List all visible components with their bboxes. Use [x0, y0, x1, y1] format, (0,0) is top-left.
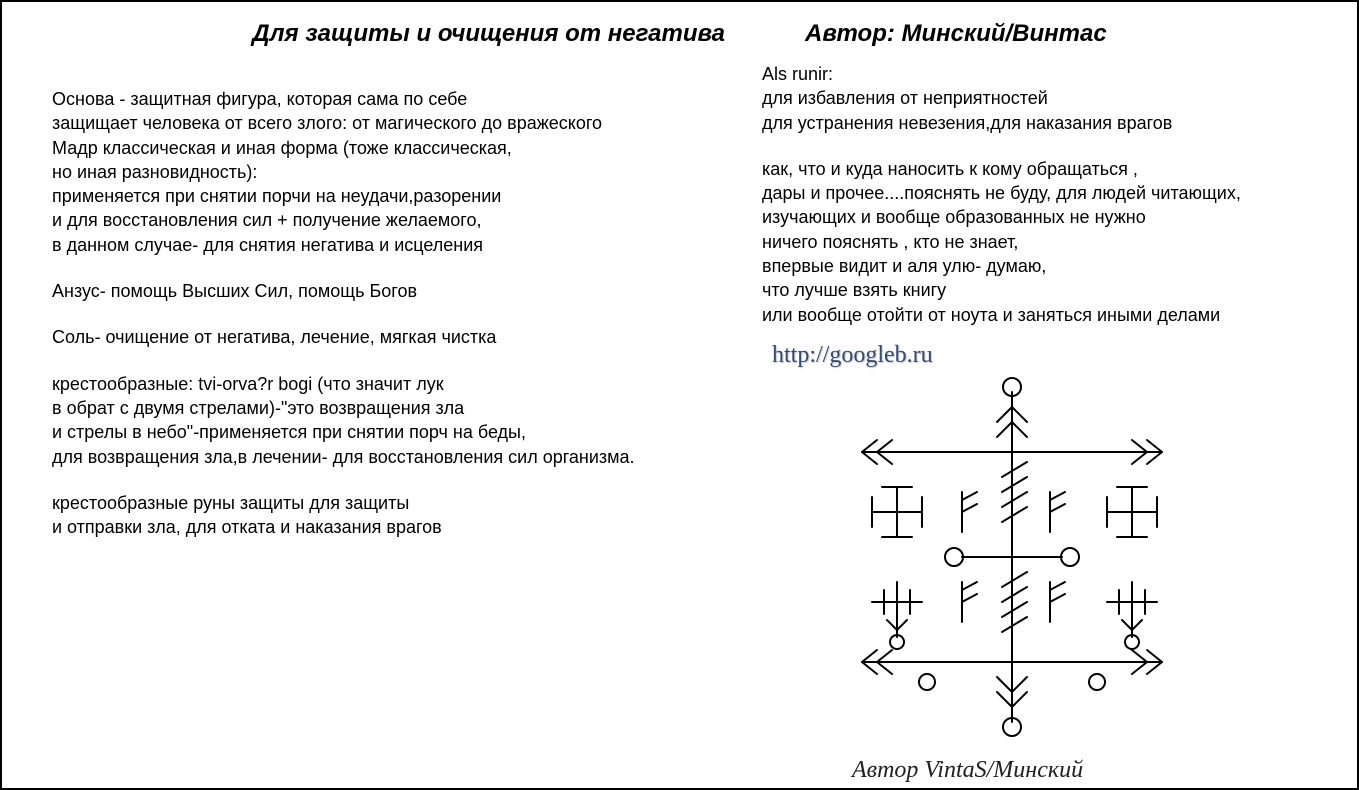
body-text: как, что и куда наносить к кому обращать…	[762, 157, 1337, 181]
body-text: для возвращения зла,в лечении- для восст…	[52, 445, 732, 469]
body-text: что лучше взять книгу	[762, 278, 1337, 302]
header: Для защиты и очищения от негатива Автор:…	[2, 20, 1357, 48]
body-text: впервые видит и аля улю- думаю,	[762, 254, 1337, 278]
body-text: ничего пояснять , кто не знает,	[762, 230, 1337, 254]
body-text: для устранения невезения,для наказания в…	[762, 111, 1337, 135]
body-text: в данном случае- для снятия негатива и и…	[52, 233, 732, 257]
body-text: Основа - защитная фигура, которая сама п…	[52, 87, 732, 111]
body-text: Мадр классическая и иная форма (тоже кла…	[52, 136, 732, 160]
page-title: Для защиты и очищения от негатива	[252, 20, 725, 48]
body-text: и для восстановления сил + получение жел…	[52, 208, 732, 232]
body-text: дары и прочее....пояснять не буду, для л…	[762, 181, 1337, 205]
body-text: Анзус- помощь Высших Сил, помощь Богов	[52, 279, 732, 303]
body-text: крестообразные: tvi-orva?r bogi (что зна…	[52, 372, 732, 396]
body-text: в обрат с двумя стрелами)-"это возвращен…	[52, 396, 732, 420]
body-text: защищает человека от всего злого: от маг…	[52, 111, 732, 135]
body-text: изучающих и вообще образованных не нужно	[762, 205, 1337, 229]
body-text: или вообще отойти от ноута и заняться ин…	[762, 303, 1337, 327]
body-text: и отправки зла, для отката и наказания в…	[52, 515, 732, 539]
document-page: Для защиты и очищения от негатива Автор:…	[0, 0, 1359, 790]
body-text: крестообразные руны защиты для защиты	[52, 491, 732, 515]
body-text: но иная разновидность):	[52, 160, 732, 184]
body-text: Соль- очищение от негатива, лечение, мяг…	[52, 325, 732, 349]
left-column: Основа - защитная фигура, которая сама п…	[52, 87, 732, 539]
signature: Автор VintaS/Минский	[852, 757, 1083, 784]
body-text: для избавления от неприятностей	[762, 86, 1337, 110]
source-url: http://googleb.ru	[772, 342, 933, 369]
body-text: и стрелы в небо"-применяется при снятии …	[52, 420, 732, 444]
runic-sigil	[802, 372, 1222, 742]
right-column: Als runir: для избавления от неприятност…	[762, 62, 1337, 327]
body-text: применяется при снятии порчи на неудачи,…	[52, 184, 732, 208]
author-label: Автор: Минский/Винтас	[805, 20, 1107, 48]
body-text: Als runir:	[762, 62, 1337, 86]
